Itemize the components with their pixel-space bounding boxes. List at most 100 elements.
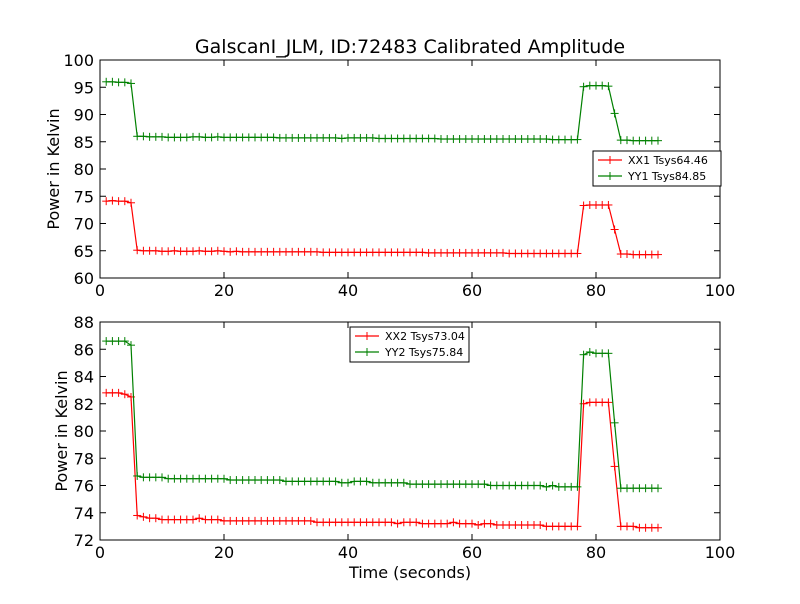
data-point (368, 133, 377, 142)
data-point (133, 246, 142, 255)
data-point (623, 136, 631, 145)
data-point (195, 246, 204, 255)
data-point (232, 247, 241, 256)
data-point (393, 519, 402, 528)
data-point (275, 476, 284, 485)
data-point (573, 249, 582, 258)
x-tick-label: 40 (338, 281, 358, 300)
bottom-chart: Power in Kelvin Time (seconds) 0 20 40 60 80… (52, 313, 735, 582)
y-tick-label: 86 (74, 340, 94, 359)
legend-label-xx2: XX2 Tsys73.04 (385, 330, 465, 343)
data-point (480, 480, 489, 489)
data-point (579, 350, 588, 359)
data-point (127, 341, 135, 350)
chart-title: GalscanI_JLM, ID:72483 Calibrated Amplit… (195, 36, 625, 58)
data-point (344, 478, 352, 487)
data-point (189, 515, 197, 524)
x-tick-label: 100 (705, 281, 736, 300)
x-tick-label: 60 (462, 543, 482, 562)
series-yy2 (102, 337, 662, 493)
y-tick-label: 100 (63, 51, 94, 70)
data-point (127, 198, 135, 207)
y-tick-label: 75 (74, 187, 94, 206)
data-point (139, 132, 148, 141)
data-point (213, 246, 222, 255)
data-point (362, 477, 371, 486)
data-point (158, 132, 166, 141)
data-point (623, 250, 631, 259)
data-point (170, 246, 179, 255)
x-tick-label: 80 (586, 281, 606, 300)
data-point (443, 519, 452, 528)
data-point (114, 388, 123, 397)
data-point (133, 511, 142, 520)
data-point (585, 347, 594, 356)
data-point (610, 225, 619, 234)
data-point (604, 349, 613, 358)
data-point (269, 133, 278, 142)
y-tick-label: 78 (74, 449, 94, 468)
data-point (418, 248, 427, 257)
data-point (387, 518, 396, 527)
data-point (399, 478, 408, 487)
axis-ticks: 0 20 40 60 80 100 60 65 70 75 80 85 90 95 100 (63, 51, 735, 300)
x-tick-label: 20 (214, 281, 234, 300)
y-tick-label: 80 (74, 422, 94, 441)
series-group (102, 337, 662, 532)
data-point (536, 521, 545, 530)
data-point (331, 133, 340, 142)
data-point (226, 247, 235, 256)
data-point (127, 79, 135, 88)
top-chart: GalscanI_JLM, ID:72483 Calibrated Amplit… (44, 36, 735, 300)
y-tick-label: 70 (74, 215, 94, 234)
x-tick-label: 0 (95, 281, 105, 300)
data-point (604, 82, 613, 91)
data-point (207, 247, 216, 256)
legend-label-yy2: YY2 Tsys75.84 (384, 346, 463, 359)
x-tick-label: 0 (95, 543, 105, 562)
data-point (195, 514, 204, 523)
y-axis-label: Power in Kelvin (44, 108, 63, 229)
data-point (542, 135, 551, 144)
x-tick-label: 100 (705, 543, 736, 562)
data-point (313, 247, 321, 256)
data-point (120, 337, 129, 346)
series-xx1 (102, 196, 662, 259)
data-point (654, 484, 662, 493)
data-point (306, 516, 315, 525)
data-point (120, 78, 129, 87)
x-tick-label: 40 (338, 543, 358, 562)
data-point (331, 477, 340, 486)
data-point (629, 522, 638, 531)
data-point (213, 132, 222, 141)
y-axis-label: Power in Kelvin (52, 370, 71, 491)
y-tick-label: 90 (74, 106, 94, 125)
y-tick-label: 95 (74, 78, 94, 97)
legend: XX1 Tsys64.46 YY1 Tsys84.85 (592, 150, 722, 187)
data-point (189, 247, 197, 256)
legend: XX2 Tsys73.04 YY2 Tsys75.84 (349, 326, 470, 363)
legend-label-yy1: YY1 Tsys84.85 (627, 170, 706, 183)
data-point (120, 390, 129, 399)
x-tick-label: 80 (586, 543, 606, 562)
y-tick-label: 60 (74, 269, 94, 288)
data-point (151, 514, 160, 523)
x-tick-label: 20 (214, 543, 234, 562)
x-axis-label: Time (seconds) (348, 563, 471, 582)
legend-label-xx1: XX1 Tsys64.46 (628, 154, 708, 167)
data-point (412, 518, 421, 527)
data-point (573, 522, 582, 531)
data-point (654, 523, 662, 532)
y-tick-label: 80 (74, 160, 94, 179)
legend-box (349, 326, 470, 363)
series-group (102, 77, 662, 259)
data-point (573, 482, 582, 491)
data-point (610, 462, 619, 471)
data-point (120, 197, 129, 206)
data-point (579, 82, 588, 91)
y-tick-label: 76 (74, 477, 94, 496)
data-point (195, 132, 204, 141)
series-xx2 (102, 388, 662, 532)
data-point (604, 398, 613, 407)
